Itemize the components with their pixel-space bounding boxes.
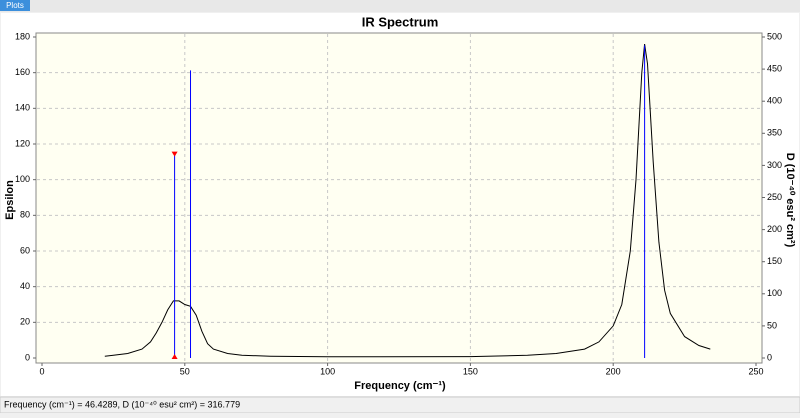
status-text: Frequency (cm⁻¹) = 46.4289, D (10⁻⁴⁰ esu… [4, 399, 240, 409]
y-tick-label: 20 [20, 317, 30, 327]
tab[interactable] [0, 0, 30, 11]
y-tick-label: 140 [15, 103, 30, 113]
y2-tick-label: 400 [767, 96, 782, 106]
x-axis-label: Frequency (cm⁻¹) [354, 380, 446, 392]
y2-tick-label: 200 [767, 224, 782, 234]
y2-tick-label: 150 [767, 256, 782, 266]
y-tick-label: 100 [15, 174, 30, 184]
y-tick-label: 120 [15, 138, 30, 148]
y2-tick-label: 500 [767, 31, 782, 41]
y2-tick-label: 50 [767, 320, 777, 330]
x-tick-label: 50 [180, 366, 190, 376]
y2-tick-label: 300 [767, 160, 782, 170]
tab-bar [0, 0, 800, 12]
plot-area [35, 32, 763, 364]
selection-marker [171, 151, 178, 157]
y2-tick-label: 100 [767, 288, 782, 298]
spectrum-line [104, 44, 711, 358]
tab-label[interactable]: Plots [6, 1, 24, 10]
x-tick-label: 0 [39, 366, 44, 376]
y-tick-label: 40 [20, 281, 30, 291]
selection-marker [171, 354, 178, 359]
y-tick-label: 60 [20, 245, 30, 255]
y2-tick-label: 450 [767, 63, 782, 73]
y2-tick-label: 0 [767, 352, 772, 362]
x-tick-label: 200 [606, 366, 621, 376]
y-axis-label: Epsilon [4, 180, 16, 220]
x-tick-label: 250 [748, 366, 763, 376]
x-tick-label: 100 [320, 366, 335, 376]
y-tick-label: 80 [20, 210, 30, 220]
y-tick-label: 180 [15, 31, 30, 41]
y2-tick-label: 350 [767, 128, 782, 138]
y2-axis-label: D (10⁻⁴⁰ esu² cm²) [784, 153, 796, 248]
x-tick-label: 150 [463, 366, 478, 376]
y-tick-label: 160 [15, 67, 30, 77]
y-tick-label: 0 [25, 352, 30, 362]
y2-tick-label: 250 [767, 192, 782, 202]
chart-title: IR Spectrum [362, 14, 439, 29]
